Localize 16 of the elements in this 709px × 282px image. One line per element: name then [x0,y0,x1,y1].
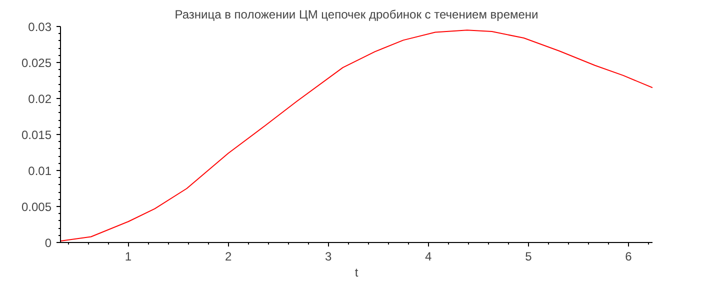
y-tick-label: 0.025 [21,56,52,70]
y-tick-label: 0.02 [28,92,52,106]
x-tick-label: 3 [325,250,332,264]
y-tick-label: 0 [44,236,52,250]
line-series [60,30,652,242]
x-tick-label: 6 [625,250,632,264]
x-tick-label: 4 [425,250,432,264]
y-tick-label: 0.03 [28,20,52,34]
x-tick-label: 2 [224,250,232,264]
x-tick-label: 5 [525,250,532,264]
x-tick-label: 1 [124,250,132,264]
y-tick-label: 0.005 [21,200,52,214]
chart-title: Разница в положении ЦМ цепочек дробинок с течением времени [174,8,538,22]
x-axis-title: t [354,266,359,280]
y-tick-label: 0.015 [21,128,52,142]
y-tick-label: 0.01 [28,164,52,178]
